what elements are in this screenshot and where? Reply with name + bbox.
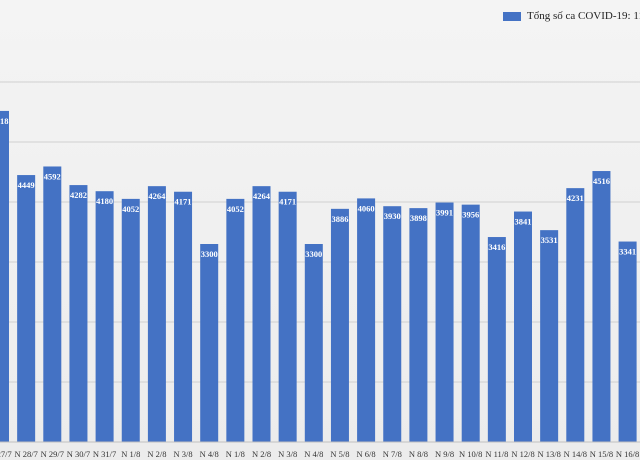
- x-tick-label: N 27/7: [0, 449, 12, 459]
- data-label: 3531: [541, 235, 558, 245]
- x-tick-label: N 16/8: [616, 449, 639, 459]
- x-tick-label: N 2/8: [252, 449, 271, 459]
- data-label: 4171: [175, 197, 192, 207]
- data-label: 3300: [201, 249, 218, 259]
- data-label: 4592: [44, 171, 61, 181]
- data-label: 4264: [148, 191, 166, 201]
- x-tick-label: N 3/8: [278, 449, 297, 459]
- x-tick-label: N 13/8: [537, 449, 560, 459]
- bar: [540, 230, 559, 442]
- bar: [592, 171, 611, 443]
- data-label: 3841: [515, 217, 532, 227]
- bar: [383, 206, 402, 442]
- bar: [95, 191, 114, 442]
- bar: [330, 208, 349, 442]
- data-label: 3930: [384, 211, 401, 221]
- x-tick-label: N 3/8: [173, 449, 192, 459]
- data-label: 4171: [279, 197, 296, 207]
- data-label: 5518: [0, 116, 9, 126]
- x-tick-label: N 15/8: [590, 449, 613, 459]
- data-label: 3956: [462, 210, 479, 220]
- data-label: 4264: [253, 191, 271, 201]
- x-tick-label: N 1/8: [121, 449, 140, 459]
- bar: [461, 204, 480, 442]
- x-tick-label: N 4/8: [304, 449, 323, 459]
- x-tick-label: N 8/8: [409, 449, 428, 459]
- data-label: 4180: [96, 196, 113, 206]
- bar: [43, 166, 62, 443]
- legend: Tổng số ca COVID-19: 111: [503, 10, 640, 22]
- bar: [566, 188, 585, 442]
- bar: [409, 208, 428, 442]
- data-label: 4516: [593, 176, 610, 186]
- data-label: 4231: [567, 193, 584, 203]
- bar: [226, 198, 245, 442]
- data-label: 3991: [436, 208, 453, 218]
- bar: [278, 191, 297, 442]
- bar: [69, 185, 88, 442]
- data-label: 4449: [18, 180, 35, 190]
- bar: [618, 241, 637, 442]
- bar: [487, 237, 506, 442]
- x-tick-label: N 29/7: [41, 449, 64, 459]
- bar: [435, 202, 454, 442]
- bar: [357, 198, 376, 442]
- x-tick-label: N 28/7: [14, 449, 37, 459]
- x-tick-label: N 1/8: [226, 449, 245, 459]
- bar: [200, 244, 219, 442]
- x-tick-label: N 14/8: [564, 449, 587, 459]
- x-tick-label: N 5/8: [330, 449, 349, 459]
- x-tick-label: N 31/7: [93, 449, 116, 459]
- legend-label: Tổng số ca COVID-19: 111: [527, 10, 640, 22]
- data-label: 4060: [358, 203, 375, 213]
- x-tick-label: N 4/8: [200, 449, 219, 459]
- bar: [0, 110, 9, 443]
- data-label: 3416: [488, 242, 505, 252]
- data-label: 3300: [305, 249, 322, 259]
- x-tick-label: N 11/8: [485, 449, 508, 459]
- data-label: 4282: [70, 190, 87, 200]
- bar: [121, 198, 140, 442]
- data-label: 4052: [122, 204, 139, 214]
- bar: [514, 211, 532, 442]
- bar: [147, 186, 166, 442]
- data-label: 3886: [331, 214, 348, 224]
- legend-swatch: [503, 11, 521, 21]
- bar: [174, 191, 193, 442]
- x-tick-label: N 10/8: [459, 449, 482, 459]
- bar: [17, 175, 36, 442]
- x-tick-label: N 12/8: [511, 449, 534, 459]
- x-tick-label: N 6/8: [357, 449, 376, 459]
- x-tick-label: N 2/8: [147, 449, 166, 459]
- x-tick-label: N 7/8: [383, 449, 402, 459]
- data-label: 3898: [410, 213, 427, 223]
- x-tick-label: N 30/7: [67, 449, 90, 459]
- x-tick-label: N 9/8: [435, 449, 454, 459]
- bar: [304, 244, 323, 442]
- data-label: 3341: [619, 247, 636, 257]
- bar: [252, 186, 271, 442]
- data-label: 4052: [227, 204, 244, 214]
